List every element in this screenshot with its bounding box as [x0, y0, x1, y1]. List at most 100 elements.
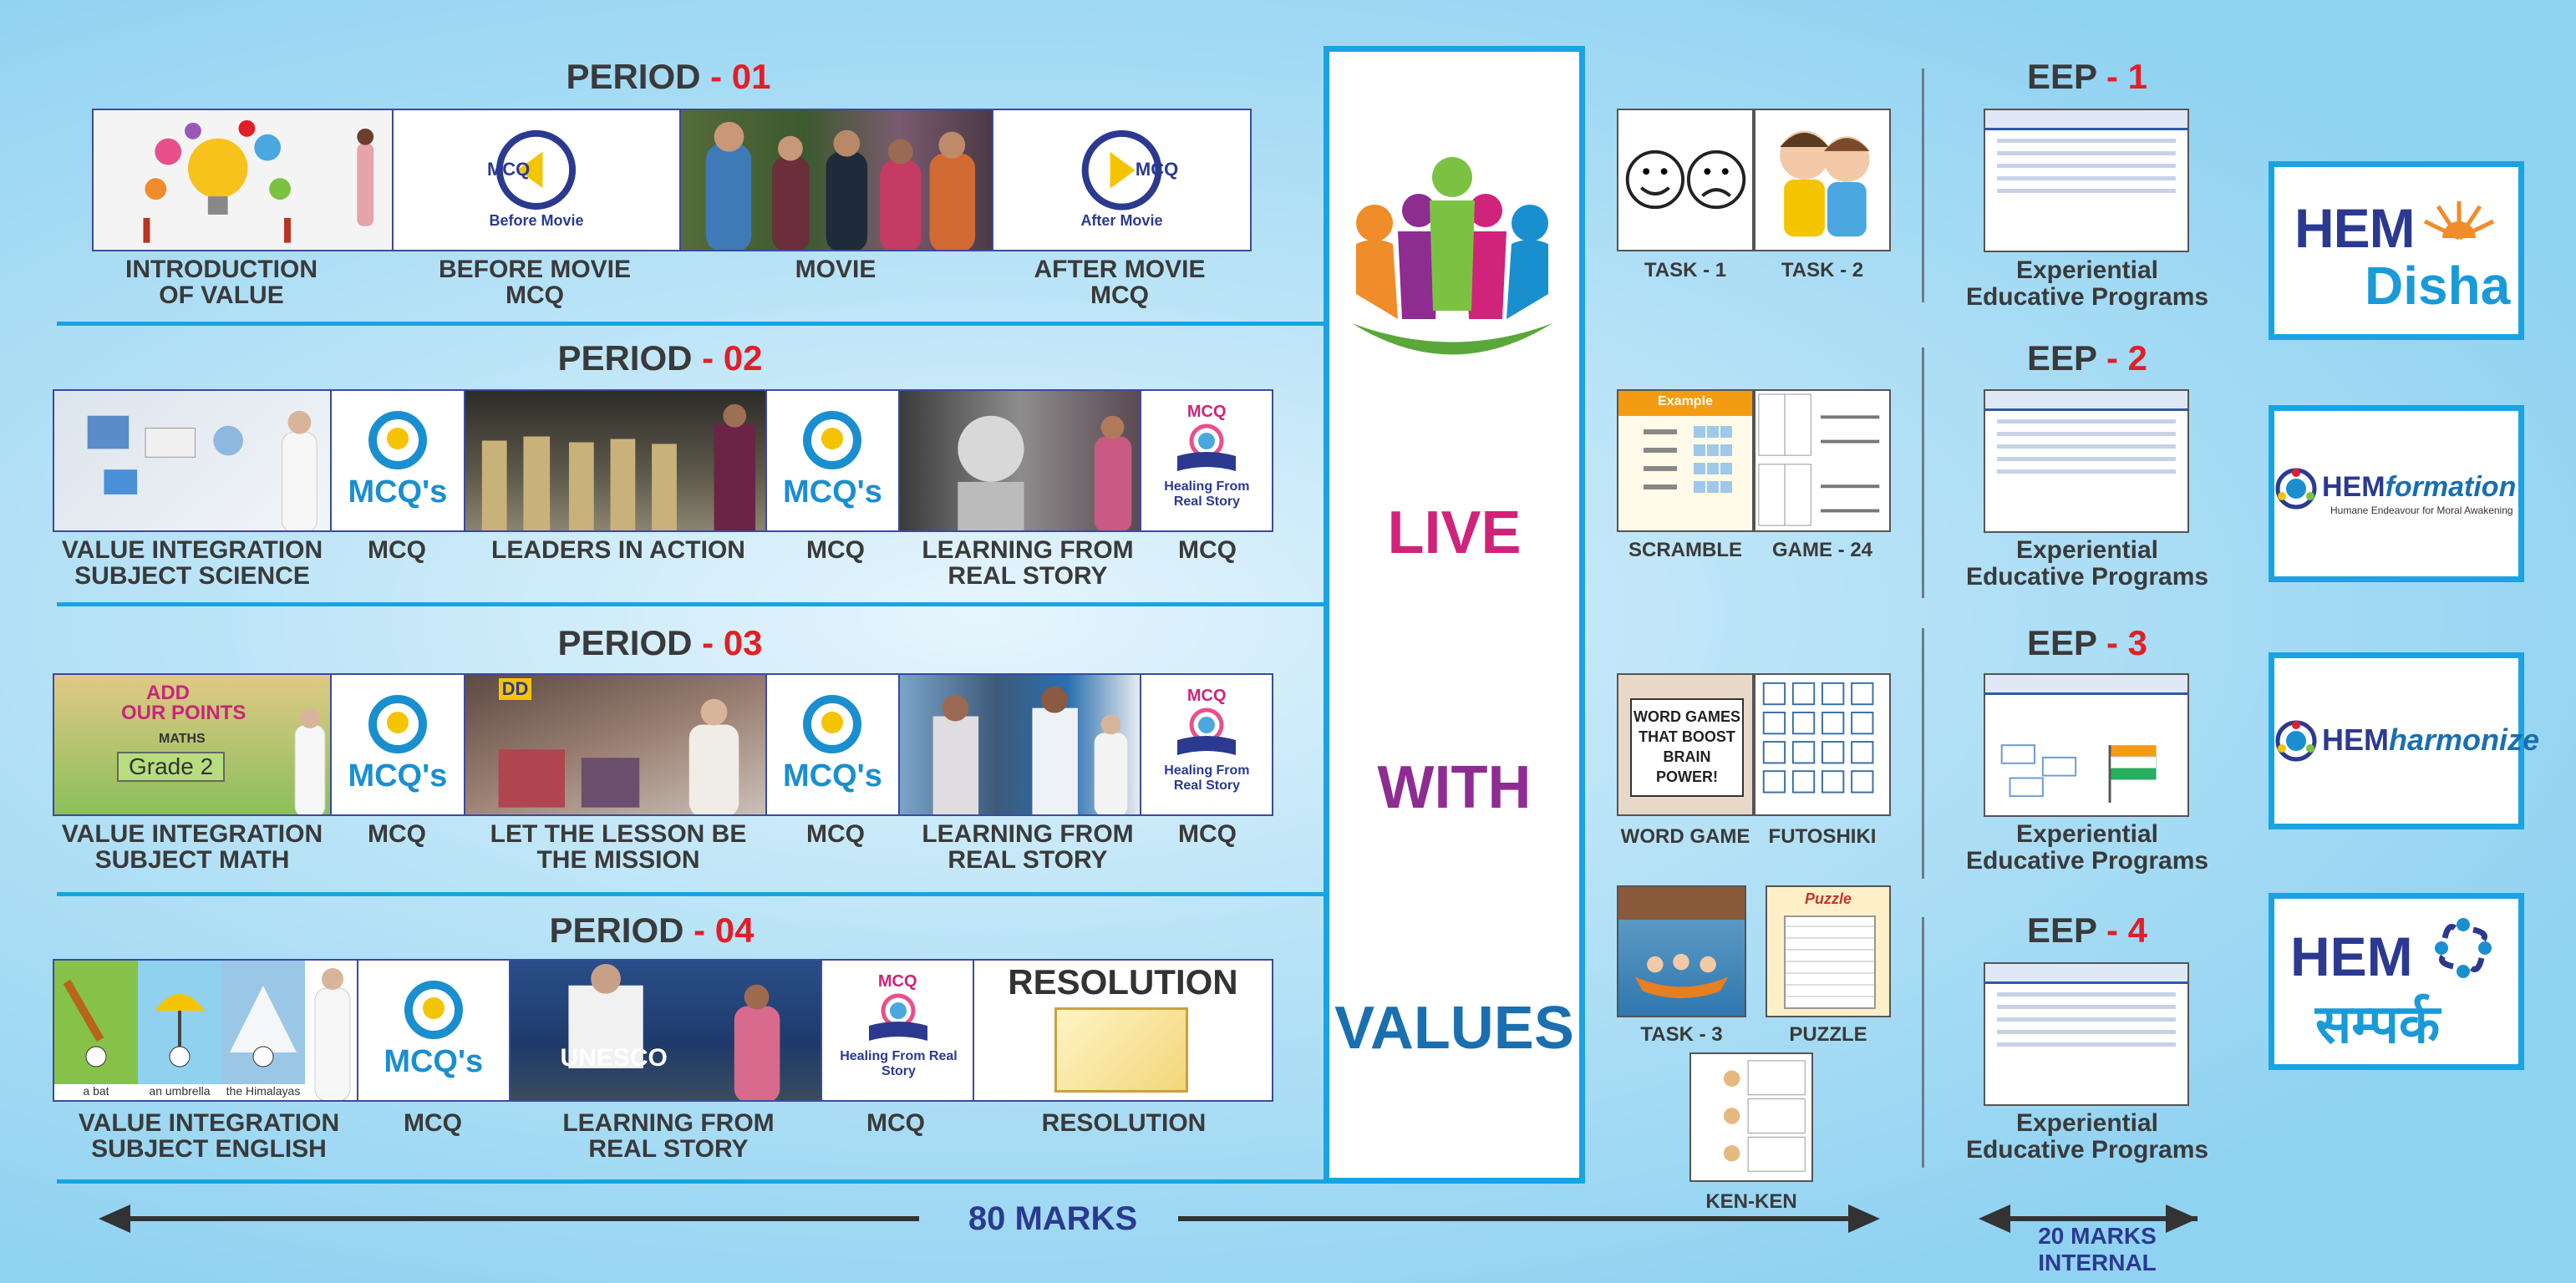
- arrow-line: [2005, 1216, 2197, 1221]
- tile-label: AFTER MOVIE MCQ: [1034, 256, 1206, 309]
- activity-label: FUTOSHIKI: [1768, 825, 1877, 848]
- real-story-tile[interactable]: [900, 391, 1142, 530]
- mcq-tile[interactable]: MCQ's: [766, 675, 901, 814]
- resolution-tile[interactable]: RESOLUTION: [973, 961, 1272, 1100]
- activity-label: WORD GAME: [1620, 825, 1750, 848]
- task-3-thumb[interactable]: [1617, 885, 1746, 1017]
- period-3-title: PERIOD - 03: [557, 623, 763, 662]
- marks-internal: INTERNAL: [2038, 1250, 2157, 1275]
- healing-mcq-tile[interactable]: MCQ Healing From Real Story: [1141, 675, 1272, 814]
- math-tile[interactable]: ADD OUR POINTS MATHS Grade 2: [54, 675, 333, 814]
- eep-2-document[interactable]: [1984, 389, 2189, 533]
- tile-label: MCQ: [404, 1109, 462, 1137]
- tile-label: MCQ: [1178, 536, 1237, 564]
- mcq-tile[interactable]: MCQ's: [332, 391, 465, 530]
- futoshiki-thumb[interactable]: [1754, 673, 1891, 816]
- game-24-thumb[interactable]: [1754, 389, 1891, 532]
- separator: [1922, 917, 1924, 1168]
- tile-label: LET THE LESSON BE THE MISSION: [490, 820, 747, 874]
- science-tile[interactable]: [54, 391, 333, 530]
- after-movie-mcq-tile[interactable]: MCQ After Movie: [993, 110, 1250, 250]
- task-2-thumb[interactable]: [1754, 109, 1891, 251]
- hem-formation-logo: HEMformation Humane Endeavour for Moral …: [2269, 405, 2524, 582]
- tile-label: MCQ: [368, 536, 426, 564]
- sunrise-icon: [2423, 201, 2495, 240]
- mcq-tile[interactable]: MCQ's: [766, 391, 901, 530]
- arrow-left-icon: [99, 1204, 130, 1233]
- eep-3-document[interactable]: [1984, 673, 2189, 817]
- lesson-mission-tile[interactable]: DD: [465, 675, 767, 814]
- divider: [57, 1179, 1324, 1184]
- tile-label: VALUE INTEGRATION SUBJECT MATH: [61, 820, 323, 874]
- real-story-tile[interactable]: [900, 675, 1142, 814]
- certificate-image: [1054, 1007, 1188, 1093]
- activity-label: GAME - 24: [1771, 539, 1873, 561]
- healing-mcq-tile[interactable]: MCQ Healing From Real Story: [822, 961, 974, 1100]
- eep-1-title: EEP - 1: [2027, 57, 2147, 96]
- arrow-left-icon: [1979, 1204, 2010, 1233]
- hem-disha-logo: HEM Disha: [2269, 161, 2524, 340]
- eep-4-title: EEP - 4: [2027, 910, 2147, 950]
- tile-label: LEARNING FROM REAL STORY: [562, 1109, 775, 1163]
- healing-book-icon: [1177, 707, 1237, 755]
- before-movie-caption: Before Movie: [489, 212, 584, 229]
- tile-label: MCQ: [368, 820, 426, 848]
- marks-80: 80 MARKS: [968, 1200, 1138, 1237]
- live-with-values-panel: LIVE WITH VALUES: [1324, 46, 1585, 1184]
- mcq-bulb-icon: [803, 695, 862, 753]
- mcq-tag: MCQ: [486, 159, 531, 180]
- task-1-thumb[interactable]: [1617, 109, 1754, 251]
- tile-label: MCQ: [806, 820, 865, 848]
- before-movie-mcq-tile[interactable]: MCQ Before Movie: [393, 110, 681, 250]
- mcq-tag: MCQ: [1135, 159, 1179, 180]
- scramble-thumb[interactable]: Example: [1617, 389, 1754, 532]
- hem-sampark-logo: HEM सम्पर्क: [2269, 893, 2524, 1070]
- healing-mcq-tile[interactable]: MCQ Healing From Real Story: [1141, 391, 1272, 530]
- separator: [1922, 68, 1924, 302]
- mcq-bulb-icon: [404, 981, 463, 1039]
- divider: [57, 602, 1324, 606]
- mcq-bulb-icon: [368, 411, 427, 469]
- tile-label: LEARNING FROM REAL STORY: [922, 820, 1134, 874]
- movie-tile[interactable]: [680, 110, 993, 250]
- healing-book-icon: [1177, 423, 1237, 471]
- english-tile[interactable]: a bat an umbrella the Himalayas: [54, 961, 358, 1100]
- eep-3-title: EEP - 3: [2027, 623, 2147, 662]
- tile-label: MOVIE: [795, 256, 876, 283]
- tile-label: MCQ: [806, 536, 865, 564]
- divider: [57, 322, 1324, 326]
- healing-book-icon: [869, 993, 928, 1041]
- hem-emblem-icon: [2275, 720, 2317, 762]
- divider: [57, 892, 1324, 896]
- hem-harmonize-logo: HEMharmonize: [2269, 652, 2539, 829]
- leaders-in-action-tile[interactable]: [465, 391, 767, 530]
- puzzle-thumb[interactable]: Puzzle: [1766, 885, 1891, 1017]
- eep-label: Experiential Educative Programs: [1965, 536, 2209, 591]
- period-2-strip: MCQ's MCQ's MCQ Healing From Real Story: [53, 389, 1273, 532]
- activity-label: KEN-KEN: [1705, 1190, 1797, 1213]
- eep-4-document[interactable]: [1984, 962, 2189, 1106]
- separator: [1922, 628, 1924, 879]
- ken-ken-thumb[interactable]: [1689, 1052, 1813, 1182]
- tile-label: INTRODUCTION OF VALUE: [125, 256, 318, 309]
- word-game-thumb[interactable]: WORD GAMES THAT BOOST BRAIN POWER!: [1617, 673, 1754, 816]
- separator: [1922, 347, 1924, 598]
- mcq-bulb-icon: [803, 411, 862, 469]
- period-4-strip: a bat an umbrella the Himalayas MCQ's UN…: [53, 959, 1273, 1102]
- mcq-tile[interactable]: MCQ's: [358, 961, 511, 1100]
- intro-value-tile[interactable]: [94, 110, 394, 250]
- activity-label: SCRAMBLE: [1628, 539, 1742, 561]
- unesco-story-tile[interactable]: UNESCO: [510, 961, 823, 1100]
- mcq-tile[interactable]: MCQ's: [332, 675, 465, 814]
- marks-20: 20 MARKS: [2038, 1223, 2157, 1249]
- values-word: VALUES: [1334, 995, 1574, 1062]
- period-3-strip: ADD OUR POINTS MATHS Grade 2 MCQ's DD MC…: [53, 673, 1273, 816]
- eep-1-document[interactable]: [1984, 109, 2189, 252]
- people-logo-icon: [1352, 157, 1552, 355]
- after-movie-caption: After Movie: [1080, 212, 1163, 229]
- eep-2-title: EEP - 2: [2027, 338, 2147, 378]
- period-1-title: PERIOD - 01: [566, 57, 771, 96]
- period-4-title: PERIOD - 04: [549, 910, 755, 950]
- with-word: WITH: [1377, 754, 1532, 821]
- tile-label: MCQ: [866, 1109, 925, 1137]
